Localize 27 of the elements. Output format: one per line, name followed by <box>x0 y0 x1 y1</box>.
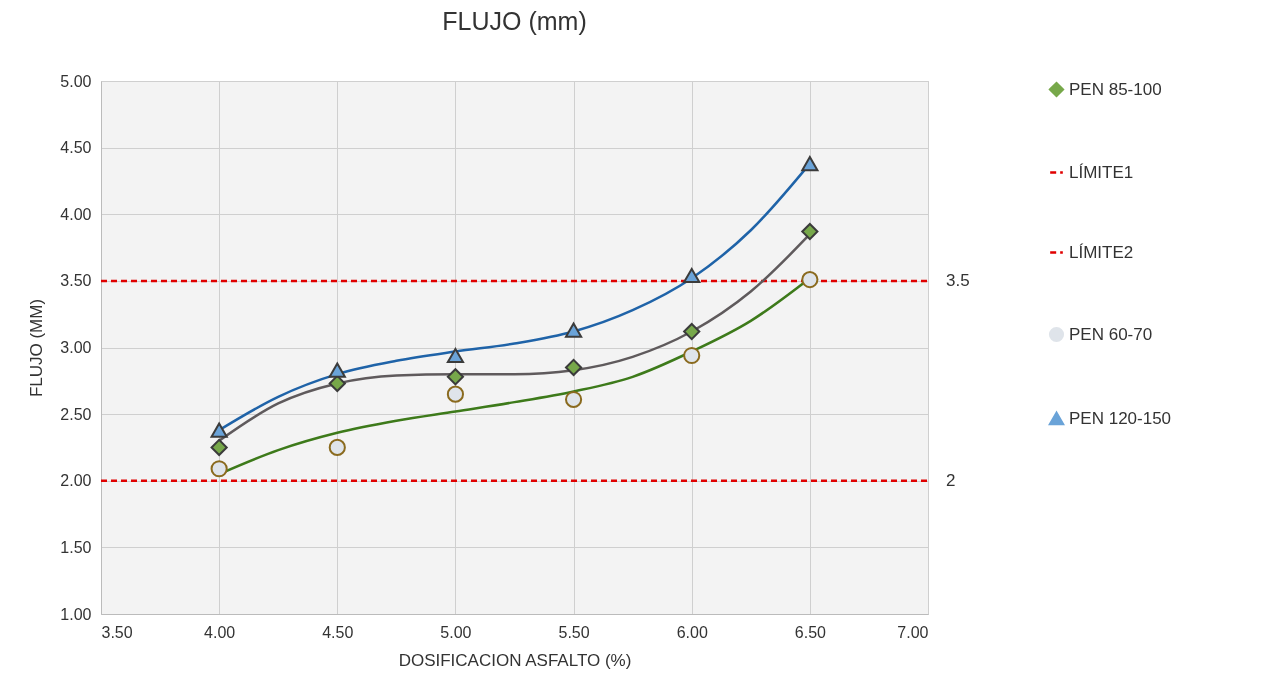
y-axis-title: FLUJO (MM) <box>27 298 47 398</box>
x-tick-label: 5.50 <box>558 623 590 641</box>
x-tick-label: 5.00 <box>440 623 472 641</box>
x-axis-title: DOSIFICACION ASFALTO (%) <box>398 650 632 670</box>
y-tick-label: 3.00 <box>60 339 92 356</box>
chart-title: FLUJO (mm) <box>442 7 587 35</box>
y-tick-label: 4.00 <box>60 205 92 223</box>
x-tick-label: 4.00 <box>204 623 236 641</box>
x-tick-label: 6.00 <box>676 623 708 641</box>
x-tick-label: 6.50 <box>794 623 827 641</box>
y-tick-label: 1.50 <box>60 538 92 556</box>
data-label: 2 <box>946 470 956 490</box>
x-tick-label: 4.50 <box>322 623 354 641</box>
legend-label: PEN 60-70 <box>1069 324 1153 344</box>
legend-label: LÍMITE1 <box>1069 162 1134 182</box>
y-tick-label: 1.00 <box>60 605 92 623</box>
y-tick-label: 4.50 <box>60 139 92 157</box>
y-tick-label: 3.50 <box>60 272 92 290</box>
x-tick-label: 3.50 <box>101 623 133 641</box>
y-tick-label: 2.50 <box>60 405 92 423</box>
y-tick-label: 5.00 <box>60 72 92 90</box>
legend-label: PEN 120-150 <box>1069 408 1172 428</box>
legend-label: PEN 85-100 <box>1069 79 1162 99</box>
data-label: 3.5 <box>946 270 970 290</box>
x-tick-label: 7.00 <box>897 623 929 641</box>
y-tick-label: 2.00 <box>60 472 92 490</box>
legend-label: LÍMITE2 <box>1069 242 1134 262</box>
